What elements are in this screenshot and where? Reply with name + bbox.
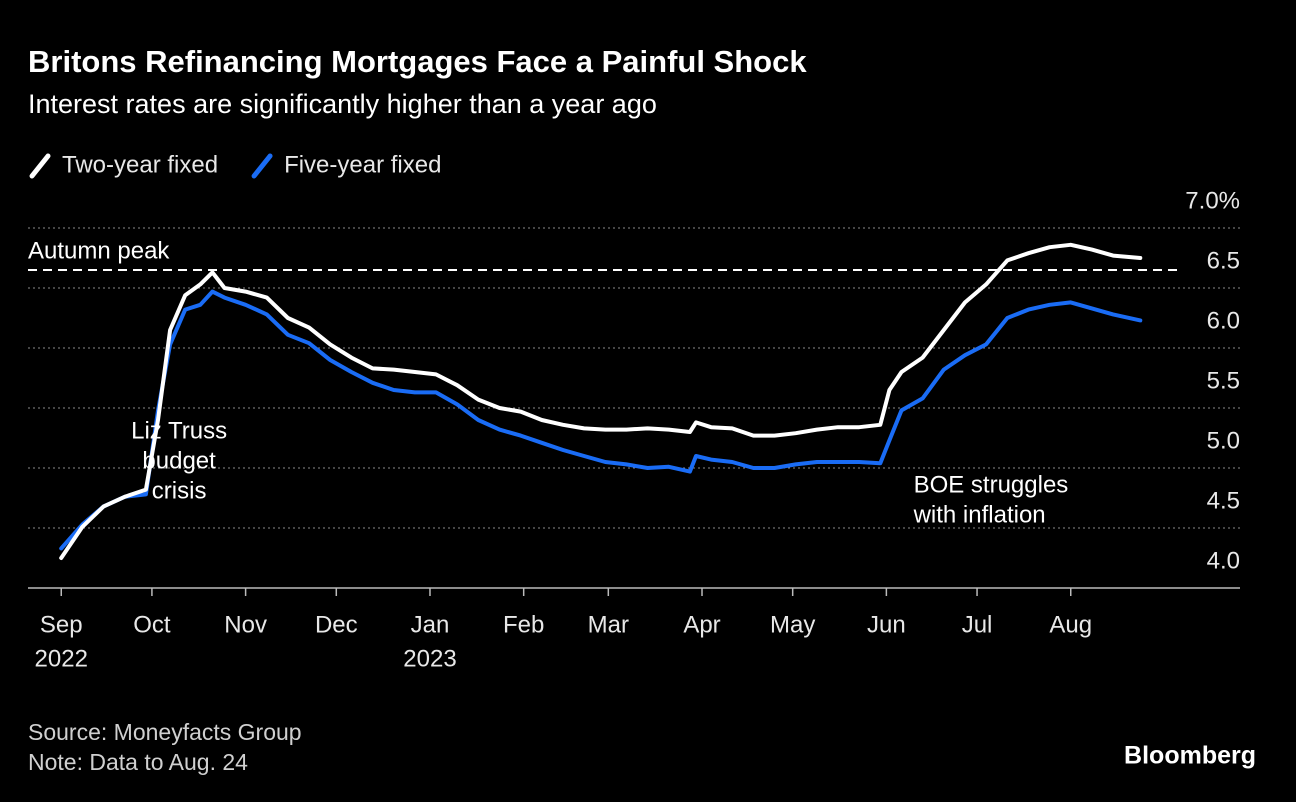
y-tick-label: 4.0 [1207, 547, 1240, 574]
y-tick-label: 6.0 [1207, 307, 1240, 334]
y-tick-label: 7.0% [1185, 187, 1240, 214]
annotation: Liz Truss [131, 417, 227, 444]
x-tick-label: May [770, 611, 815, 638]
chart-title: Britons Refinancing Mortgages Face a Pai… [28, 44, 807, 79]
legend-label: Five-year fixed [284, 151, 441, 178]
x-tick-label: Oct [133, 611, 171, 638]
legend-label: Two-year fixed [62, 151, 218, 178]
x-tick-label: Feb [503, 611, 544, 638]
y-tick-label: 6.5 [1207, 247, 1240, 274]
x-tick-label: Nov [224, 611, 267, 638]
y-tick-label: 5.0 [1207, 427, 1240, 454]
annotation: crisis [152, 477, 207, 504]
note: Note: Data to Aug. 24 [28, 749, 248, 775]
brand: Bloomberg [1124, 742, 1256, 770]
x-tick-label: Jul [962, 611, 993, 638]
x-tick-label: Aug [1049, 611, 1092, 638]
line-series [59, 242, 1143, 560]
source: Source: Moneyfacts Group [28, 719, 302, 745]
reference-label: Autumn peak [28, 237, 170, 264]
y-tick-label: 5.5 [1207, 367, 1240, 394]
x-tick-year: 2022 [35, 645, 88, 672]
legend-swatch [251, 153, 273, 179]
x-tick-label: Jun [867, 611, 906, 638]
annotation: budget [142, 447, 216, 474]
line-series [59, 289, 1143, 551]
annotation: with inflation [913, 501, 1046, 528]
y-tick-label: 4.5 [1207, 487, 1240, 514]
x-tick-label: Apr [683, 611, 720, 638]
legend-swatch [29, 153, 51, 179]
x-tick-year: 2023 [403, 645, 456, 672]
chart-subtitle: Interest rates are significantly higher … [28, 89, 657, 119]
x-tick-label: Mar [588, 611, 629, 638]
annotation: BOE struggles [914, 471, 1069, 498]
x-tick-label: Jan [411, 611, 450, 638]
x-tick-label: Dec [315, 611, 358, 638]
x-tick-label: Sep [40, 611, 83, 638]
